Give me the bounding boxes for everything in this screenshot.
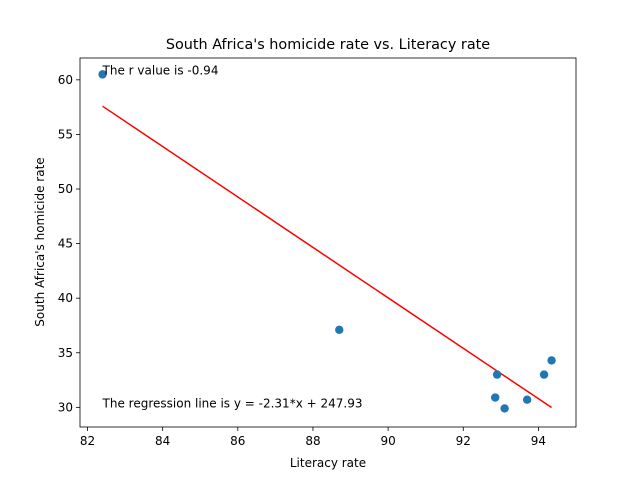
y-axis-label: South Africa's homicide rate [33,157,47,326]
data-point [539,370,549,379]
x-tick-label: 86 [230,434,245,448]
x-tick-label: 82 [80,434,95,448]
data-point [522,395,532,404]
y-tick-label: 55 [58,127,73,141]
x-tick-label: 92 [456,434,471,448]
data-point [491,393,500,402]
data-point [98,70,107,79]
y-tick-label: 35 [58,346,73,360]
chart-title: South Africa's homicide rate vs. Literac… [166,37,490,53]
data-point [492,370,502,379]
y-tick-label: 50 [58,182,73,196]
y-tick-label: 40 [58,291,73,305]
data-point [500,404,509,413]
regression-line [102,105,552,409]
x-axis-label: Literacy rate [290,456,366,470]
x-tick-label: 94 [531,434,546,448]
y-tick-label: 45 [58,237,73,251]
plot-area: 82 84 86 88 90 92 94 30 35 40 45 50 55 60 The r value … [58,57,577,448]
data-point [335,325,344,335]
regression-equation-annotation: The regression line is y = -2.31*x + 247… [102,396,363,410]
y-tick-label: 30 [58,400,73,414]
x-tick-label: 90 [380,434,395,448]
x-tick-label: 88 [305,434,320,448]
x-tick-label: 84 [155,434,170,448]
axes-frame [79,57,577,428]
y-tick-label: 60 [58,73,73,87]
r-value-annotation: The r value is -0.94 [102,63,219,77]
data-point [547,356,556,365]
